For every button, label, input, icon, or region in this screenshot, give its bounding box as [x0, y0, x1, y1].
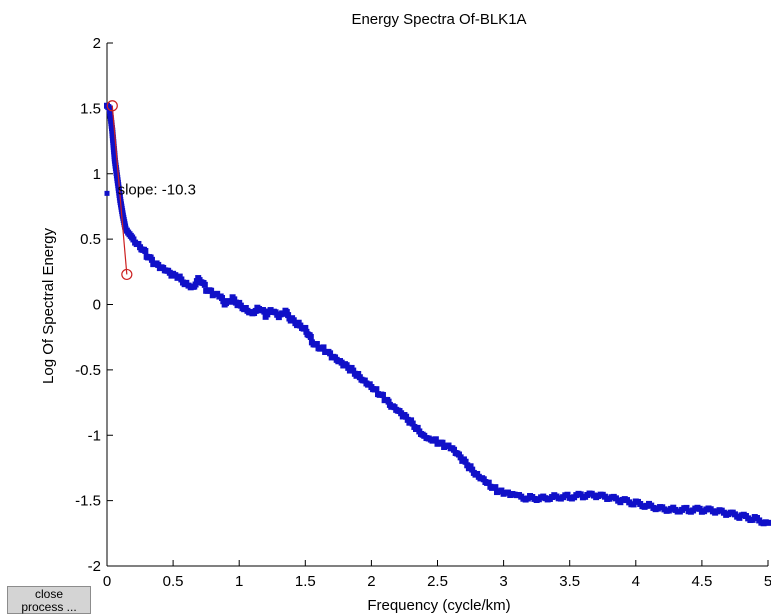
x-tick-label: 0.5 — [163, 573, 184, 590]
data-point — [307, 333, 314, 340]
y-tick-label: 1.5 — [80, 100, 101, 117]
data-point — [178, 276, 185, 283]
data-point — [355, 370, 362, 377]
x-tick-label: 2.5 — [427, 573, 448, 590]
slope-fit-line — [106, 100, 133, 281]
x-tick-label: 2 — [367, 573, 375, 590]
data-point — [683, 504, 690, 511]
y-tick-label: 0 — [93, 297, 101, 314]
data-point — [403, 413, 410, 420]
y-tick-label: -1.5 — [75, 493, 101, 510]
data-point — [457, 454, 464, 461]
data-point — [373, 386, 380, 393]
x-tick-label: 5 — [764, 573, 771, 590]
y-tick-label: -1 — [88, 427, 101, 444]
data-point — [227, 298, 234, 305]
data-point — [409, 420, 416, 427]
data-point — [498, 487, 505, 494]
x-tick-label: 3.5 — [559, 573, 580, 590]
data-marks — [104, 102, 771, 527]
data-point — [564, 491, 571, 498]
x-tick-label: 0 — [103, 573, 111, 590]
data-point — [462, 458, 469, 465]
data-point — [492, 484, 499, 491]
fit-line-segment — [111, 105, 128, 275]
y-tick-label: -2 — [88, 558, 101, 575]
fit-start-marker — [106, 100, 118, 112]
data-point — [385, 398, 392, 405]
data-point — [208, 287, 215, 294]
data-point — [219, 295, 226, 302]
data-point — [135, 240, 142, 247]
data-point — [231, 296, 238, 303]
data-point — [379, 392, 386, 399]
data-point — [327, 350, 334, 357]
data-point — [283, 309, 290, 316]
data-point — [485, 479, 492, 486]
data-point — [192, 281, 199, 288]
close-process-button[interactable]: close process ... — [7, 586, 91, 614]
y-axis-label: Log Of Spectral Energy — [40, 228, 57, 384]
x-tick-label: 4 — [632, 573, 640, 590]
x-tick-label: 3 — [499, 573, 507, 590]
data-point — [148, 256, 155, 263]
data-point — [398, 410, 405, 417]
data-point — [414, 424, 421, 431]
data-point — [302, 324, 309, 331]
close-button-label-line2: process ... — [21, 600, 77, 614]
data-point — [142, 248, 149, 255]
close-button-label-line1: close — [34, 587, 63, 601]
data-point — [155, 261, 162, 268]
x-tick-label: 1 — [235, 573, 243, 590]
x-tick-label: 4.5 — [691, 573, 712, 590]
data-point — [451, 446, 458, 453]
data-point — [467, 463, 474, 470]
axis-ticks: 0 0.5 1 1.5 2 2.5 3 3.5 4 4.5 5 2 1.5 1 0.5 0 -0.5 -1 -1.5… — [75, 35, 771, 590]
data-point — [408, 417, 415, 424]
axes-frame — [106, 43, 768, 567]
data-point — [313, 341, 320, 348]
data-point-extra — [104, 190, 110, 196]
data-point — [252, 307, 259, 314]
y-tick-label: 1 — [93, 166, 101, 183]
data-point — [439, 439, 446, 446]
y-tick-label: -0.5 — [75, 362, 101, 379]
data-point — [469, 466, 476, 473]
y-tick-label: 0.5 — [80, 231, 101, 248]
data-point — [432, 436, 439, 443]
fit-end-marker — [121, 268, 133, 281]
x-axis-label: Frequency (cycle/km) — [367, 597, 510, 614]
chart-title: Energy Spectra Of-BLK1A — [351, 11, 526, 28]
slope-annotation: slope: -10.3 — [118, 181, 196, 198]
data-point — [130, 236, 137, 243]
data-point — [320, 344, 327, 351]
y-tick-label: 2 — [93, 35, 101, 52]
data-point — [765, 519, 771, 526]
x-tick-label: 1.5 — [295, 573, 316, 590]
data-point — [350, 367, 357, 374]
data-point — [285, 312, 292, 319]
data-point — [201, 281, 208, 288]
